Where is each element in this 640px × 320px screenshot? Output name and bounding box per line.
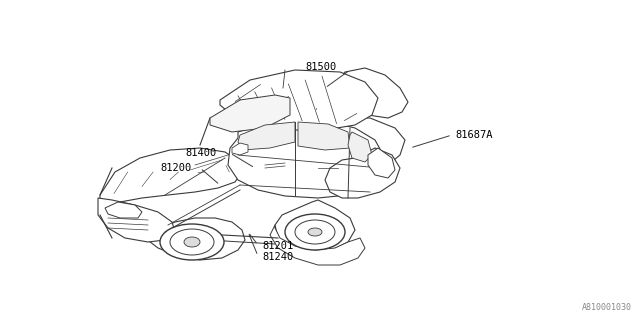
Text: 81400: 81400 xyxy=(185,148,216,158)
Ellipse shape xyxy=(184,237,200,247)
Text: A810001030: A810001030 xyxy=(582,303,632,312)
Ellipse shape xyxy=(170,229,214,255)
Polygon shape xyxy=(100,148,242,205)
Polygon shape xyxy=(232,143,248,155)
Polygon shape xyxy=(338,68,408,118)
Polygon shape xyxy=(145,218,245,260)
Polygon shape xyxy=(368,148,395,178)
Ellipse shape xyxy=(308,228,322,236)
Polygon shape xyxy=(210,95,290,132)
Polygon shape xyxy=(98,198,175,242)
Ellipse shape xyxy=(160,224,224,260)
Polygon shape xyxy=(348,132,372,162)
Ellipse shape xyxy=(285,214,345,250)
Polygon shape xyxy=(270,225,365,265)
Polygon shape xyxy=(220,70,378,130)
Text: 81200: 81200 xyxy=(160,163,191,173)
Polygon shape xyxy=(322,118,405,168)
Ellipse shape xyxy=(295,220,335,244)
Polygon shape xyxy=(325,148,400,198)
Text: 81240: 81240 xyxy=(262,252,293,262)
Polygon shape xyxy=(275,200,355,252)
Text: 81500: 81500 xyxy=(305,62,336,72)
Polygon shape xyxy=(298,122,350,150)
Text: 81687A: 81687A xyxy=(455,130,493,140)
Polygon shape xyxy=(238,122,295,150)
Text: 81201: 81201 xyxy=(262,241,293,251)
Polygon shape xyxy=(228,120,385,198)
Polygon shape xyxy=(105,202,142,218)
